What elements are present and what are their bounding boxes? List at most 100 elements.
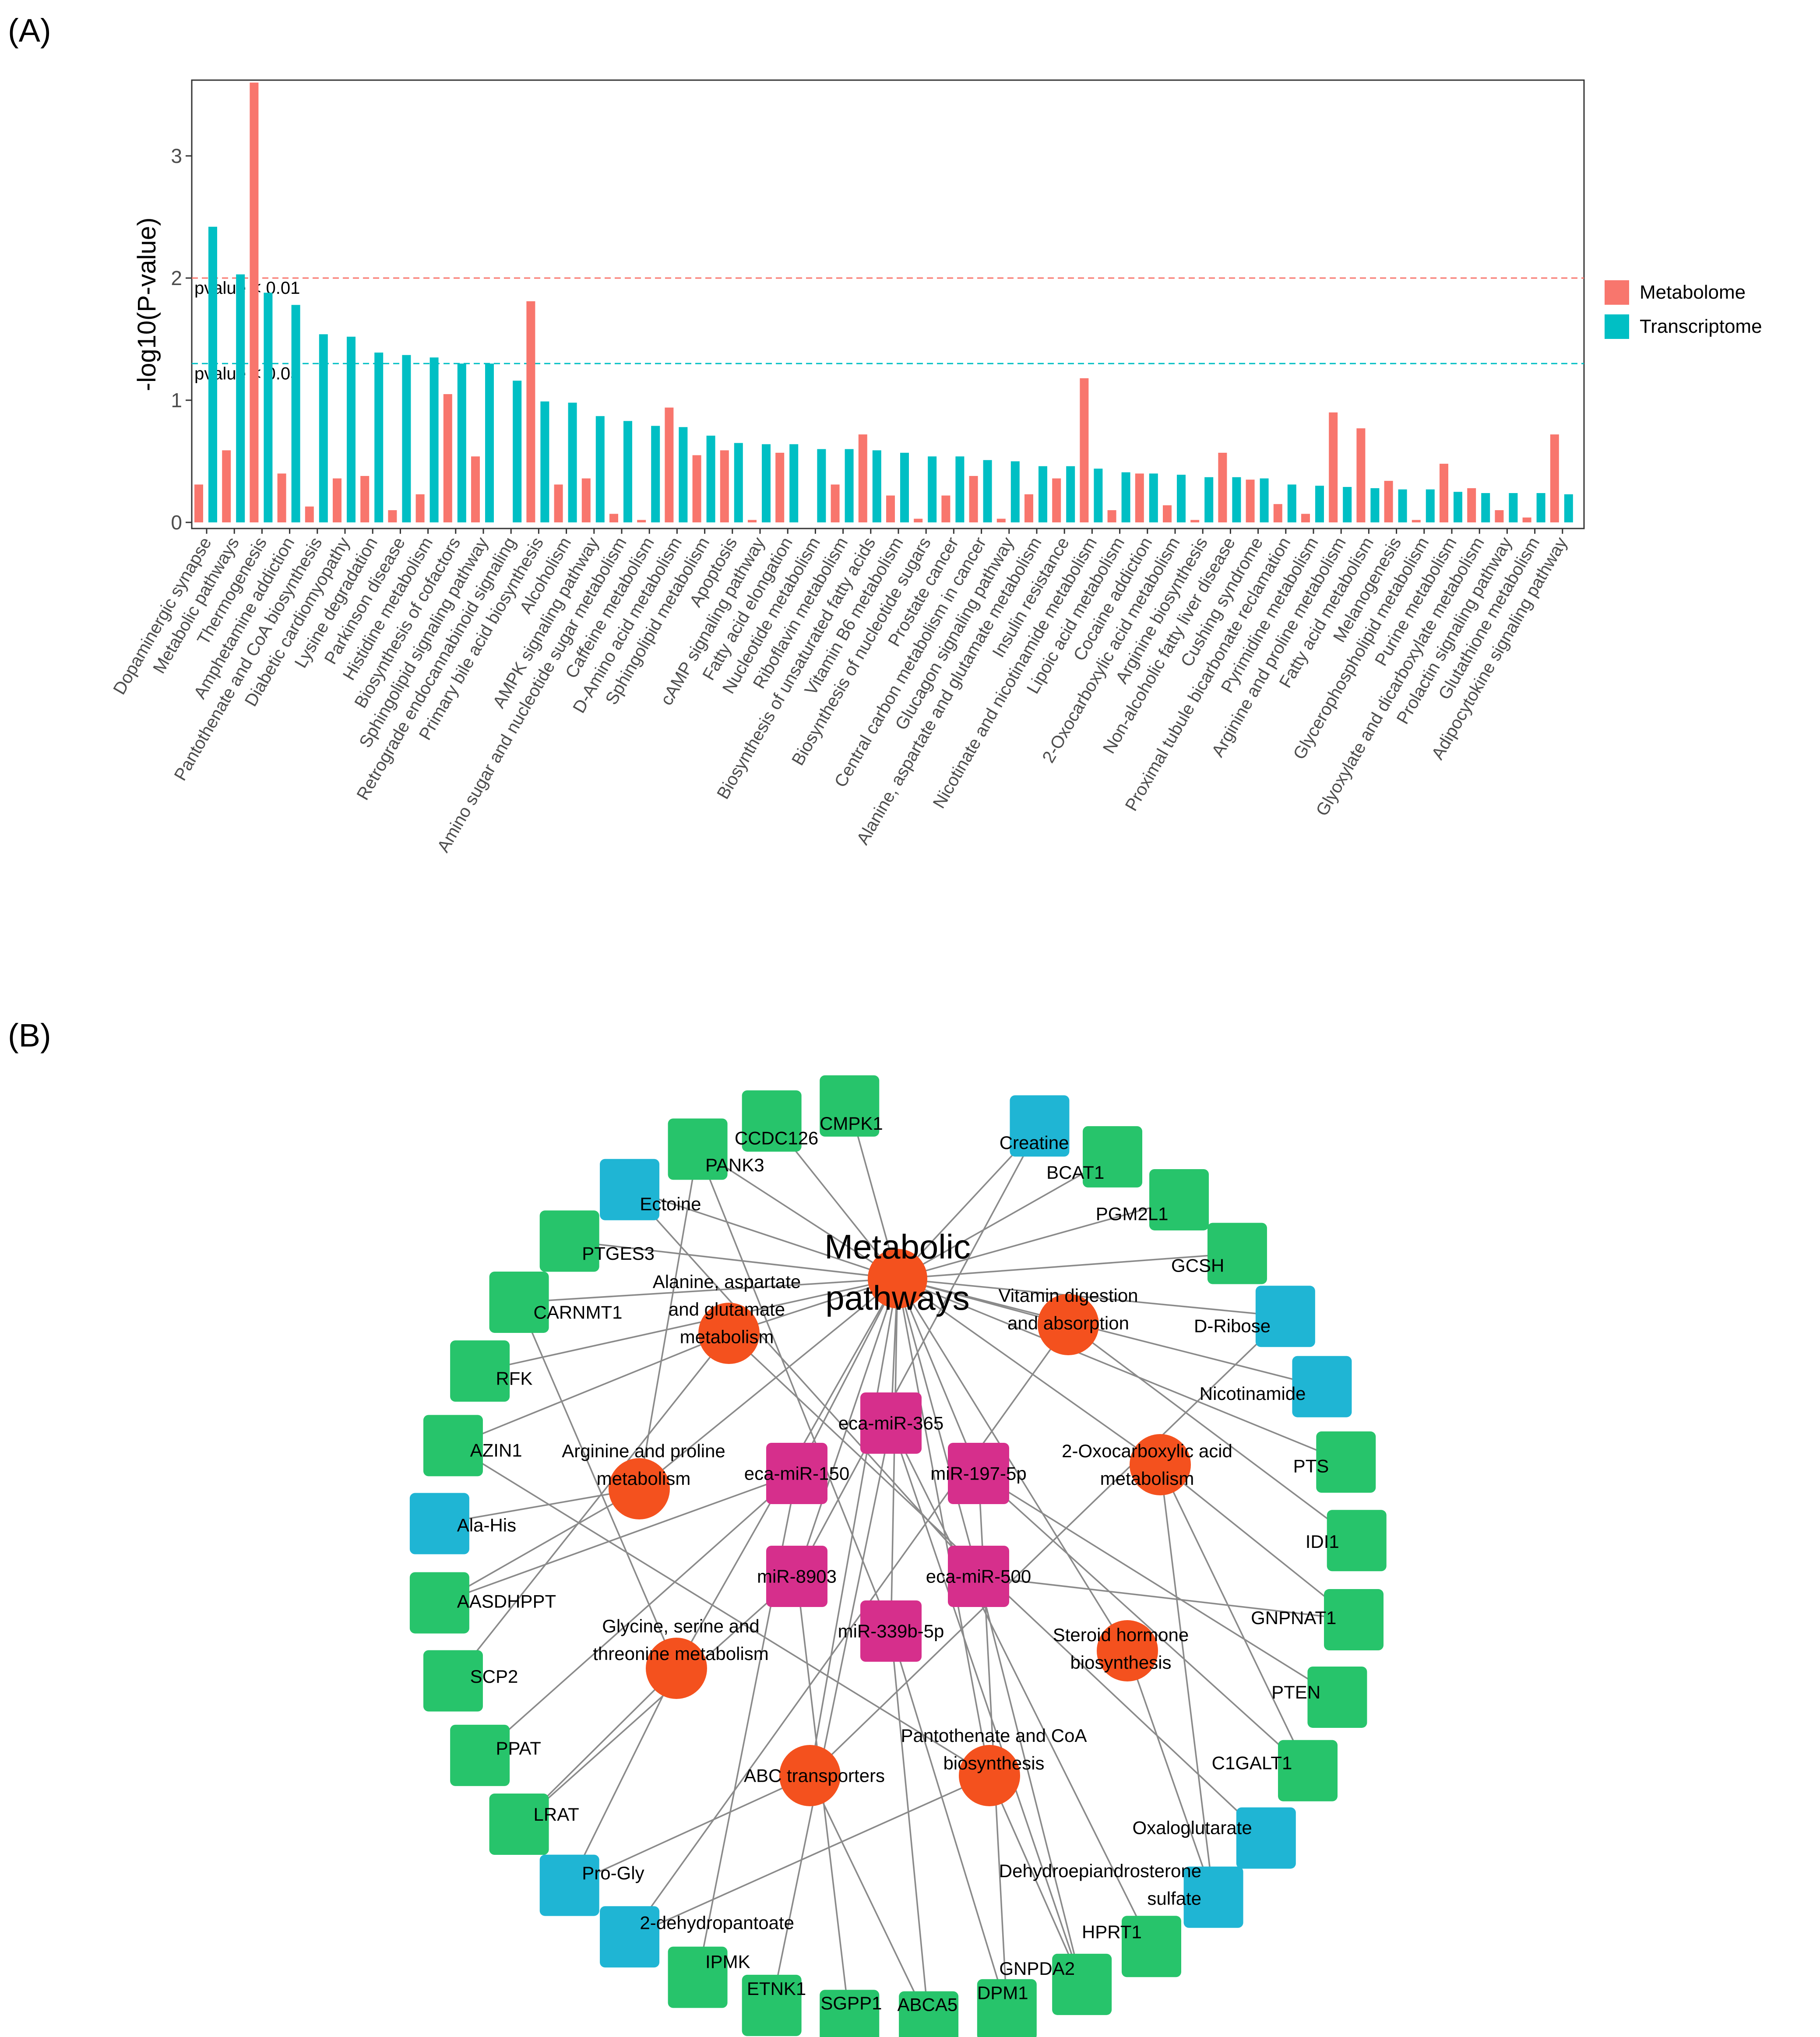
- gene-node-pten[interactable]: [1307, 1666, 1367, 1728]
- y-tick-label: 2: [171, 267, 182, 289]
- legend-label: Metabolome: [1640, 282, 1746, 303]
- mirna-node-mir-197-5p[interactable]: [948, 1443, 1009, 1504]
- bar-transcriptome: [347, 336, 356, 522]
- gene-node-cmpk1[interactable]: [820, 1075, 880, 1137]
- metabolite-node-pro-gly[interactable]: [539, 1854, 599, 1916]
- y-tick-label: 1: [171, 389, 182, 412]
- pathway-node-pantothenate-and-coa-biosynthesis[interactable]: [959, 1745, 1020, 1806]
- bar-transcriptome: [1370, 488, 1380, 522]
- bar-transcriptome: [1315, 486, 1324, 522]
- metabolite-node-nicotinamide[interactable]: [1292, 1356, 1352, 1417]
- gene-node-sgpp1[interactable]: [820, 1990, 880, 2037]
- bar-metabolome: [1273, 504, 1282, 522]
- metabolite-node-dehydroepiandrosterone-sulfate[interactable]: [1183, 1866, 1243, 1928]
- gene-node-gcsh[interactable]: [1207, 1223, 1267, 1284]
- bar-transcriptome: [457, 363, 466, 522]
- gene-node-ptges3[interactable]: [539, 1210, 599, 1272]
- legend: Metabolome Transcriptome: [1605, 280, 1762, 339]
- bar-metabolome: [1218, 452, 1227, 522]
- gene-node-rfk[interactable]: [450, 1340, 510, 1402]
- network-edge: [897, 1156, 1113, 1279]
- pathway-node-glycine-serine-and-threonine-metabolism[interactable]: [646, 1638, 707, 1699]
- node-label: C1GALT1: [1212, 1752, 1292, 1773]
- pathway-node-vitamin-digestion-and-absorption[interactable]: [1038, 1294, 1099, 1355]
- bar-transcriptome: [1260, 478, 1269, 522]
- gene-node-scp2[interactable]: [423, 1650, 483, 1712]
- gene-node-c1galt1[interactable]: [1278, 1740, 1338, 1801]
- gene-node-etnk1[interactable]: [742, 1974, 802, 2036]
- pathway-node-arginine-and-proline-metabolism[interactable]: [609, 1458, 670, 1519]
- network-edge: [796, 1125, 1041, 1577]
- mirna-label: eca-miR-365: [838, 1413, 943, 1434]
- pathway-node-2-oxocarboxylic-acid-metabolism[interactable]: [1130, 1434, 1191, 1495]
- mirna-node-eca-mir-500[interactable]: [948, 1546, 1009, 1607]
- gene-node-bcat1[interactable]: [1083, 1126, 1143, 1188]
- bar-transcriptome: [1564, 494, 1573, 522]
- metabolite-node-ala-his[interactable]: [409, 1493, 469, 1554]
- node-label: 2-dehydropantoate: [640, 1912, 794, 1933]
- gene-node-pgm2l1[interactable]: [1149, 1169, 1209, 1230]
- gene-node-hprt1[interactable]: [1121, 1916, 1181, 1977]
- network-edge: [439, 1488, 640, 1604]
- gene-node-ipmk[interactable]: [668, 1946, 728, 2008]
- bar-transcriptome: [1398, 489, 1407, 522]
- node-label: Ectoine: [640, 1194, 701, 1214]
- pathway-node-abc-transporters[interactable]: [779, 1745, 841, 1806]
- gene-node-azin1[interactable]: [423, 1415, 483, 1477]
- gene-node-gnpnat1[interactable]: [1324, 1589, 1384, 1651]
- bar-transcriptome: [762, 444, 771, 522]
- bar-metabolome: [194, 484, 203, 522]
- metabolite-node-creatine[interactable]: [1010, 1095, 1070, 1157]
- bar-transcriptome: [1509, 493, 1518, 522]
- metabolite-node-oxaloglutarate[interactable]: [1236, 1807, 1296, 1869]
- gene-node-carnmt1[interactable]: [489, 1271, 549, 1333]
- bars: [194, 82, 1573, 523]
- node-label: CARNMT1: [534, 1302, 623, 1322]
- gene-node-gnpda2[interactable]: [1052, 1953, 1112, 2015]
- node-label: ETNK1: [747, 1978, 806, 1999]
- pathway-node-steroid-hormone-biosynthesis[interactable]: [1097, 1620, 1158, 1681]
- network-edge: [638, 1278, 898, 1490]
- bar-transcriptome: [1010, 461, 1020, 522]
- bar-metabolome: [1163, 505, 1172, 522]
- mirna-node-eca-mir-365[interactable]: [860, 1392, 922, 1454]
- pathway-node-alanine-aspartate-and-glutamate-metabolism[interactable]: [698, 1303, 760, 1364]
- bar-transcriptome: [817, 449, 826, 522]
- mirna-node-mir-8903[interactable]: [766, 1546, 827, 1607]
- bar-metabolome: [1412, 520, 1421, 522]
- hub-node-metabolic-pathways[interactable]: [868, 1249, 927, 1308]
- network-edge: [989, 1775, 1083, 1985]
- gene-node-aasdhppt[interactable]: [409, 1572, 469, 1634]
- network-edge: [796, 1278, 898, 1474]
- mirna-node-mir-339b-5p[interactable]: [860, 1600, 922, 1662]
- gene-node-ppat[interactable]: [450, 1724, 510, 1786]
- bar-metabolome: [1495, 510, 1504, 522]
- bar-transcriptome: [1232, 477, 1241, 522]
- mirna-node-eca-mir-150[interactable]: [766, 1443, 827, 1504]
- metabolite-node-2-dehydropantoate[interactable]: [600, 1906, 660, 1968]
- gene-node-pts[interactable]: [1316, 1431, 1376, 1493]
- gene-node-dpm1[interactable]: [977, 1979, 1037, 2037]
- bar-transcriptome: [485, 363, 494, 522]
- gene-node-lrat[interactable]: [489, 1794, 549, 1855]
- gene-node-pank3[interactable]: [668, 1118, 728, 1180]
- network-edge: [439, 1488, 640, 1525]
- network-edge: [890, 1631, 929, 2022]
- node-label: Oxaloglutarate: [1133, 1817, 1252, 1838]
- node-label: GCSH: [1171, 1255, 1224, 1276]
- gene-node-ccdc126[interactable]: [742, 1090, 802, 1152]
- bar-metabolome: [1024, 494, 1033, 522]
- bar-metabolome: [526, 301, 535, 522]
- network-edge: [890, 1278, 898, 1632]
- gene-node-abca5[interactable]: [899, 1991, 959, 2037]
- bar-metabolome: [277, 473, 286, 522]
- network-edge: [1067, 1324, 1357, 1541]
- bar-transcriptome: [623, 421, 632, 522]
- metabolite-node-ectoine[interactable]: [600, 1159, 660, 1220]
- metabolite-node-d-ribose[interactable]: [1255, 1286, 1315, 1347]
- node-label: PTS: [1293, 1456, 1329, 1477]
- bar-metabolome: [637, 520, 646, 522]
- network-edge: [978, 1576, 1083, 1985]
- network-edge: [453, 1445, 990, 1776]
- gene-node-idi1[interactable]: [1327, 1510, 1387, 1572]
